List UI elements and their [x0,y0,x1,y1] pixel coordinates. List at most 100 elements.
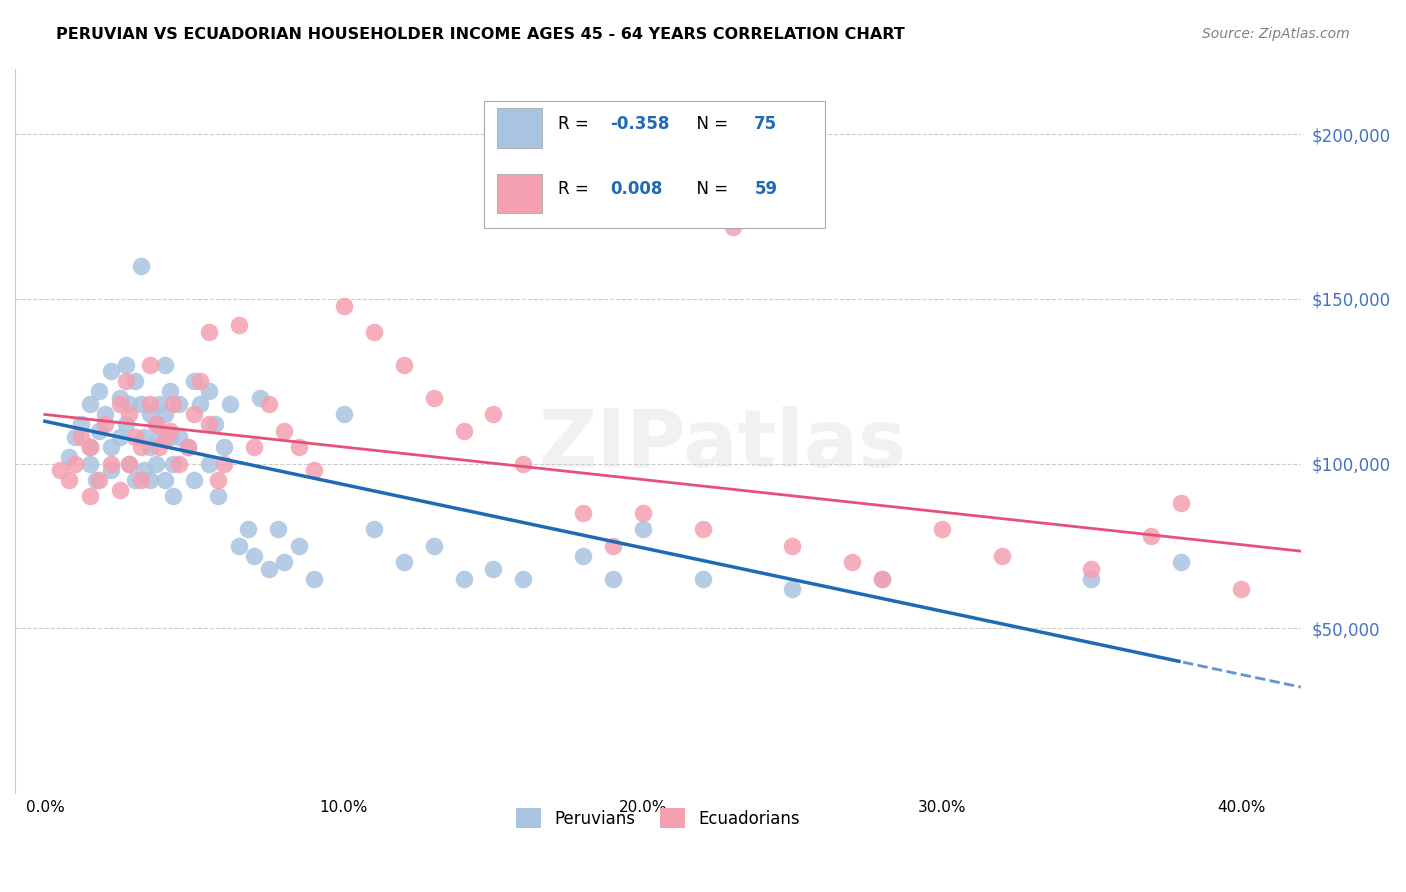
FancyBboxPatch shape [498,174,543,213]
Point [100,463,122,477]
Point [273,555,295,569]
Point [288,440,311,454]
Point [132,430,155,444]
Point [138,440,160,454]
Point [1230,582,1253,596]
Point [257,562,280,576]
Point [602,572,624,586]
Point [138,397,160,411]
Point [79,440,101,454]
Legend: Peruvians, Ecuadorians: Peruvians, Ecuadorians [509,801,807,835]
Point [108,430,131,444]
Point [58,450,80,464]
Point [153,430,176,444]
Point [79,490,101,504]
Point [219,397,242,411]
Point [108,397,131,411]
FancyBboxPatch shape [484,101,825,227]
Point [302,463,325,477]
Point [1080,562,1102,576]
Point [207,490,229,504]
Point [482,562,505,576]
Point [512,457,534,471]
Point [453,572,475,586]
Point [333,407,356,421]
Point [190,374,212,388]
Text: N =: N = [686,115,734,133]
Point [198,325,221,339]
Point [228,539,250,553]
Point [69,417,91,431]
FancyBboxPatch shape [498,108,543,148]
Point [782,582,804,596]
Point [138,407,160,421]
Point [108,483,131,497]
Point [870,572,893,586]
Point [214,457,236,471]
Point [169,457,191,471]
Point [100,440,122,454]
Point [782,539,804,553]
Point [198,384,221,398]
Text: ZIPatlas: ZIPatlas [538,406,907,484]
Point [422,539,444,553]
Point [243,440,266,454]
Point [124,430,146,444]
Point [214,440,236,454]
Point [129,473,152,487]
Point [183,473,205,487]
Point [84,473,107,487]
Point [148,430,170,444]
Point [243,549,266,563]
Point [392,555,415,569]
Point [129,259,152,273]
Point [129,440,152,454]
Point [49,463,72,477]
Point [333,298,356,312]
Point [422,391,444,405]
Point [572,549,595,563]
Point [159,430,181,444]
Text: 59: 59 [754,180,778,198]
Point [267,522,290,536]
Point [1170,555,1192,569]
Point [87,424,110,438]
Point [302,572,325,586]
Point [177,440,200,454]
Point [93,407,115,421]
Point [145,417,167,431]
Point [931,522,953,536]
Point [145,417,167,431]
Text: 75: 75 [754,115,778,133]
Point [183,374,205,388]
Point [153,358,176,372]
Point [482,407,505,421]
Point [363,522,385,536]
Text: Source: ZipAtlas.com: Source: ZipAtlas.com [1202,27,1350,41]
Point [453,424,475,438]
Point [198,457,221,471]
Point [162,457,184,471]
Point [841,555,863,569]
Text: -0.358: -0.358 [610,115,669,133]
Point [79,440,101,454]
Point [114,417,136,431]
Point [87,384,110,398]
Point [273,424,295,438]
Point [870,572,893,586]
Point [148,440,170,454]
Point [392,358,415,372]
Point [145,457,167,471]
Point [572,506,595,520]
Point [153,473,176,487]
Point [288,539,311,553]
Point [162,397,184,411]
Point [153,407,176,421]
Point [124,374,146,388]
Text: N =: N = [686,180,734,198]
Point [238,522,260,536]
Point [100,364,122,378]
Point [512,572,534,586]
Point [602,539,624,553]
Point [198,417,221,431]
